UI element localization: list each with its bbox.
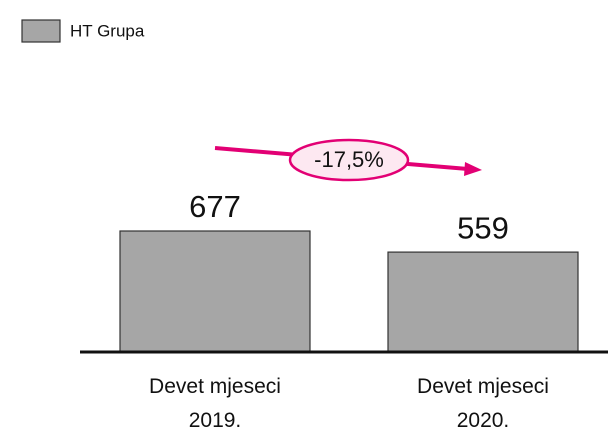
data-label: 677 (189, 189, 241, 224)
x-tick-label: Devet mjeseci 2020. (417, 375, 549, 432)
annotation: -17,5% (314, 147, 384, 172)
annotation-bubble (288, 138, 410, 182)
bar (119, 230, 311, 353)
arrow-head (464, 162, 482, 176)
data-label: 559 (457, 210, 509, 245)
legend-label: HT Grupa (70, 21, 145, 40)
legend-swatch (21, 19, 61, 43)
x-tick-label: Devet mjeseci 2019. (149, 375, 281, 432)
bar (387, 251, 579, 353)
